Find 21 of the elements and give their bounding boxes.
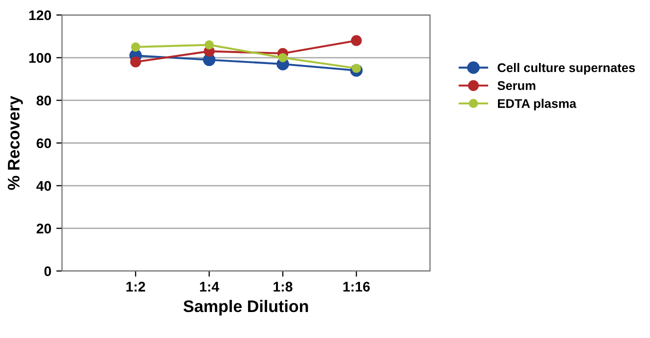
y-tick-label: 40 — [36, 181, 52, 191]
point — [130, 56, 142, 68]
y-axis-title: % Recovery — [8, 96, 23, 190]
x-tick-label: 1:2 — [126, 282, 146, 292]
y-tick-label: 60 — [36, 138, 52, 148]
y-tick-label: 0 — [44, 266, 52, 276]
x-tick-label: 1:16 — [343, 282, 370, 292]
point — [350, 35, 362, 46]
legend-label: Cell culture supernates — [498, 62, 635, 75]
x-tick-label: 1:8 — [274, 282, 292, 292]
x-tick-label: 1:4 — [200, 282, 220, 292]
x-axis-title: Sample Dilution — [184, 300, 308, 316]
y-tick-label: 20 — [36, 224, 52, 234]
point — [131, 42, 140, 52]
legend-label: EDTA plasma — [498, 98, 576, 110]
y-tick-label: 80 — [36, 96, 52, 106]
y-tick-label: 120 — [29, 10, 52, 20]
legend-label: Serum — [498, 81, 536, 90]
y-tick-label: 100 — [29, 53, 52, 63]
point — [204, 40, 214, 50]
point — [278, 53, 288, 62]
